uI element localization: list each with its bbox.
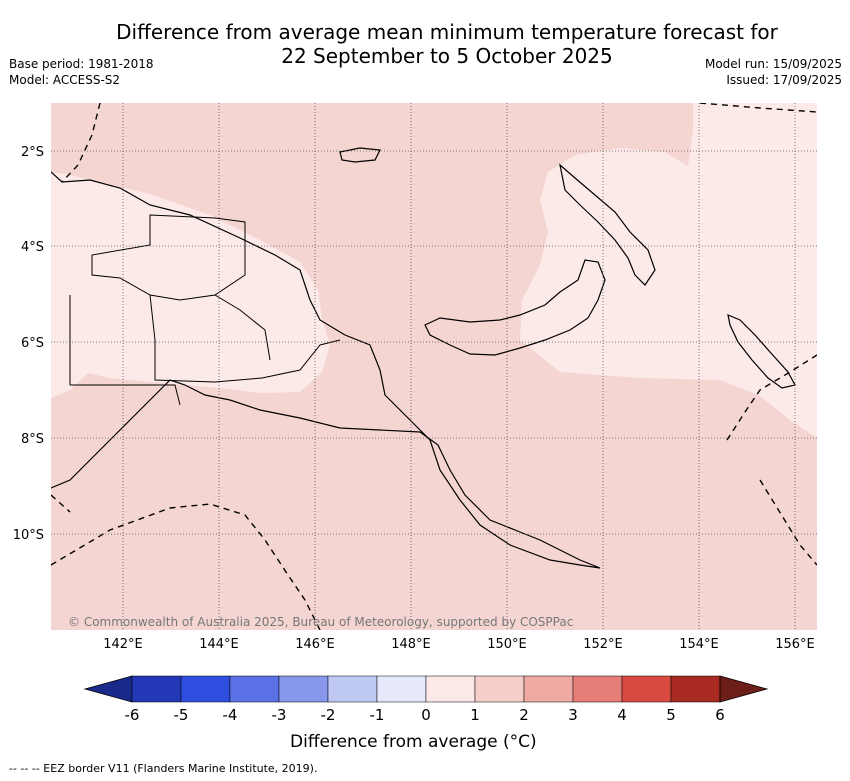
map-frame bbox=[51, 103, 817, 630]
colorbar-swatch bbox=[670, 675, 721, 703]
colorbar-swatch bbox=[180, 675, 231, 703]
map-title: Difference from average mean minimum tem… bbox=[0, 20, 850, 68]
latitude-labels: 2°S 4°S 6°S 8°S 10°S bbox=[13, 145, 44, 543]
colorbar-tick-label: 3 bbox=[568, 706, 578, 724]
lon-label: 154°E bbox=[679, 637, 719, 652]
eez-footnote: -- -- -- EEZ border V11 (Flanders Marine… bbox=[9, 762, 318, 775]
coastlines bbox=[51, 147, 796, 569]
lon-label: 146°E bbox=[295, 637, 335, 652]
colorbar-swatch bbox=[523, 675, 574, 703]
model-run: Model run: 15/09/2025 bbox=[704, 57, 842, 71]
lon-label: 144°E bbox=[199, 637, 239, 652]
title-line-2: 22 September to 5 October 2025 bbox=[281, 44, 613, 68]
colorbar-swatch bbox=[621, 675, 672, 703]
bougainville-coast bbox=[727, 314, 796, 389]
colorbar-swatch bbox=[376, 675, 427, 703]
colorbar-tick-label: -4 bbox=[223, 706, 238, 724]
run-info: Model run: 15/09/2025 Issued: 17/09/2025 bbox=[705, 56, 842, 88]
colorbar-tick-label: 2 bbox=[519, 706, 529, 724]
manus-island-coast bbox=[339, 147, 381, 163]
lat-label: 10°S bbox=[13, 528, 44, 543]
longitude-labels: 142°E 144°E 146°E 148°E 150°E 152°E 154°… bbox=[103, 637, 815, 652]
colorbar-swatch bbox=[131, 675, 182, 703]
lat-label: 8°S bbox=[21, 432, 44, 447]
lat-label: 2°S bbox=[21, 145, 44, 160]
colorbar-swatch bbox=[425, 675, 476, 703]
lon-label: 150°E bbox=[487, 637, 527, 652]
lon-label: 156°E bbox=[775, 637, 815, 652]
eez-borders bbox=[51, 103, 817, 630]
colorbar-tick-label: 1 bbox=[470, 706, 480, 724]
border-png-indonesia bbox=[69, 295, 181, 406]
colorbar-ticks: -6 -5 -4 -3 -2 -1 0 1 2 3 4 5 6 bbox=[125, 706, 725, 724]
lon-label: 148°E bbox=[391, 637, 431, 652]
colorbar-tick-label: -2 bbox=[321, 706, 336, 724]
colorbar-arrow-low bbox=[83, 675, 133, 703]
colorbar-tick-label: 6 bbox=[715, 706, 725, 724]
lat-label: 6°S bbox=[21, 336, 44, 351]
colorbar-tick-label: 4 bbox=[617, 706, 627, 724]
colorbar-swatch bbox=[572, 675, 623, 703]
colorbar-swatch bbox=[278, 675, 329, 703]
colorbar-tick-label: -5 bbox=[174, 706, 189, 724]
colorbar-tick-label: 5 bbox=[666, 706, 676, 724]
lon-label: 152°E bbox=[583, 637, 623, 652]
colorbar-swatch bbox=[229, 675, 280, 703]
base-period: Base period: 1981-2018 bbox=[9, 57, 154, 71]
model-name: Model: ACCESS-S2 bbox=[9, 73, 121, 87]
colorbar-swatch bbox=[327, 675, 378, 703]
anomaly-0-to-1-region-west bbox=[51, 172, 330, 398]
colorbar-title: Difference from average (°C) bbox=[290, 732, 537, 752]
colorbar bbox=[83, 675, 769, 703]
lat-label: 4°S bbox=[21, 240, 44, 255]
colorbar-tick-label: 0 bbox=[421, 706, 431, 724]
copyright-notice: © Commonwealth of Australia 2025, Bureau… bbox=[68, 615, 573, 629]
anomaly-0-to-1-region-east bbox=[520, 103, 817, 438]
graticule bbox=[51, 103, 817, 630]
new-guinea-coast bbox=[51, 171, 601, 569]
new-ireland-coast bbox=[559, 163, 656, 286]
lon-label: 142°E bbox=[103, 637, 143, 652]
colorbar-tick-label: -6 bbox=[125, 706, 140, 724]
title-line-1: Difference from average mean minimum tem… bbox=[116, 20, 778, 44]
colorbar-tick-label: -3 bbox=[272, 706, 287, 724]
model-info: Base period: 1981-2018 Model: ACCESS-S2 bbox=[9, 56, 154, 88]
new-britain-coast bbox=[424, 259, 606, 356]
issued-date: Issued: 17/09/2025 bbox=[726, 73, 842, 87]
colorbar-tick-label: -1 bbox=[370, 706, 385, 724]
colorbar-swatch bbox=[474, 675, 525, 703]
colorbar-arrow-high bbox=[719, 675, 769, 703]
province-borders bbox=[91, 214, 341, 383]
